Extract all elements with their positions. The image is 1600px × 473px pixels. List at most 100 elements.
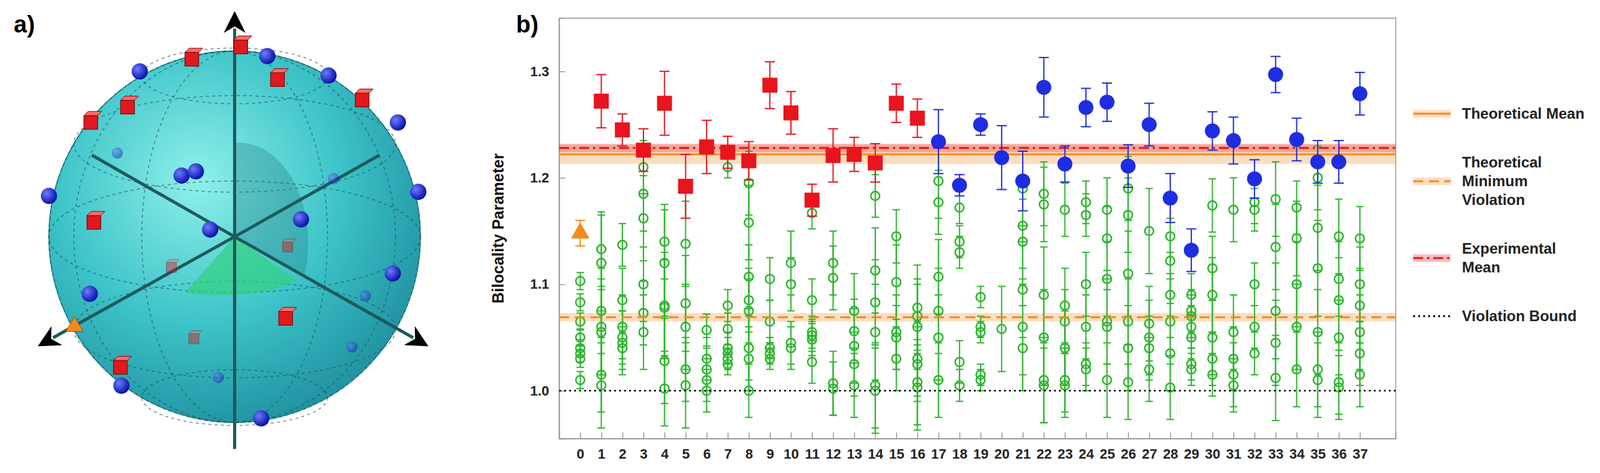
point xyxy=(1250,322,1259,332)
point xyxy=(699,139,715,155)
series-open-circle xyxy=(576,140,1365,434)
error-bar xyxy=(934,342,943,418)
point xyxy=(1271,242,1281,252)
error-cap xyxy=(576,366,585,368)
error-cap xyxy=(1208,374,1217,376)
error-cap xyxy=(639,259,648,262)
tick-mark xyxy=(1275,432,1278,439)
point xyxy=(720,144,736,160)
error-cap xyxy=(1040,421,1048,423)
point xyxy=(849,306,859,316)
error-cap xyxy=(660,425,669,427)
error-cap xyxy=(1229,241,1238,243)
error-cap xyxy=(1187,379,1196,381)
error-bar xyxy=(1145,188,1153,274)
error-cap xyxy=(808,278,816,280)
error-bar xyxy=(1292,201,1301,276)
tick: 20 xyxy=(994,432,1010,462)
error-cap xyxy=(745,259,753,261)
error-bar xyxy=(955,340,964,383)
error-cap xyxy=(765,299,774,302)
tick-label: 19 xyxy=(973,446,989,462)
error-line xyxy=(727,289,729,322)
error-bar xyxy=(1103,178,1111,242)
error-cap xyxy=(745,308,753,310)
point xyxy=(660,237,670,247)
cube xyxy=(83,111,102,130)
error-cap xyxy=(765,256,774,259)
point xyxy=(804,192,820,208)
point xyxy=(744,343,754,353)
error-cap xyxy=(1060,411,1069,413)
error-bar xyxy=(1208,236,1217,300)
cube-top xyxy=(166,259,180,263)
error-cap xyxy=(1145,374,1153,376)
error-cap xyxy=(1207,149,1218,151)
error-cap xyxy=(1103,416,1111,418)
error-bar xyxy=(1040,161,1048,226)
error-cap xyxy=(1166,273,1174,275)
point xyxy=(680,239,690,249)
error-cap xyxy=(1292,326,1301,328)
tick: 34 xyxy=(1289,432,1306,462)
panel-label: a) xyxy=(13,11,35,38)
point xyxy=(677,178,693,194)
error-cap xyxy=(1335,273,1343,275)
tick: 23 xyxy=(1057,432,1073,462)
error-bar xyxy=(1060,268,1069,343)
error-cap xyxy=(1145,400,1153,402)
cube-face xyxy=(83,115,98,130)
error-cap xyxy=(1313,209,1322,211)
point xyxy=(1039,290,1049,300)
error-cap xyxy=(1018,224,1027,227)
error-cap xyxy=(850,347,858,349)
error-cap xyxy=(724,177,732,179)
point xyxy=(1187,359,1196,369)
error-cap xyxy=(1229,294,1238,296)
error-cap xyxy=(849,136,860,139)
error-line xyxy=(832,351,834,415)
point xyxy=(1036,79,1052,95)
error-cap xyxy=(1018,336,1027,338)
ball xyxy=(111,147,124,159)
point xyxy=(614,122,630,138)
point xyxy=(912,303,922,312)
error-cap xyxy=(1124,219,1133,222)
error-cap xyxy=(850,362,858,364)
error-cap xyxy=(808,228,816,230)
error-cap xyxy=(744,179,755,181)
tick-label: 2 xyxy=(619,446,627,462)
error-bar xyxy=(1208,178,1217,232)
error-cap xyxy=(1103,241,1111,243)
tick: 36 xyxy=(1331,432,1347,462)
error-cap xyxy=(1145,188,1153,190)
error-cap xyxy=(680,217,691,219)
error-cap xyxy=(955,339,964,342)
tick-mark xyxy=(1212,432,1214,439)
error-bar xyxy=(829,231,837,295)
ball xyxy=(346,341,358,353)
tick-label: 9 xyxy=(766,446,775,462)
error-cap xyxy=(745,331,753,333)
error-cap xyxy=(850,395,858,397)
point xyxy=(892,278,901,287)
error-cap xyxy=(787,321,795,323)
point xyxy=(765,343,775,353)
point xyxy=(892,327,901,337)
error-cap xyxy=(1166,363,1174,365)
error-cap xyxy=(787,294,795,296)
point xyxy=(934,176,943,186)
error-cap xyxy=(597,310,605,312)
error-bar xyxy=(871,228,880,314)
point xyxy=(1228,205,1238,215)
tick: 14 xyxy=(867,432,884,462)
ball xyxy=(40,188,57,205)
error-line xyxy=(1043,161,1045,226)
error-cap xyxy=(850,273,858,275)
legend-line xyxy=(1413,113,1451,115)
cube-face xyxy=(86,215,101,230)
error-cap xyxy=(639,230,648,232)
error-cap xyxy=(1060,342,1069,344)
point xyxy=(846,146,862,162)
error-cap xyxy=(764,108,775,110)
